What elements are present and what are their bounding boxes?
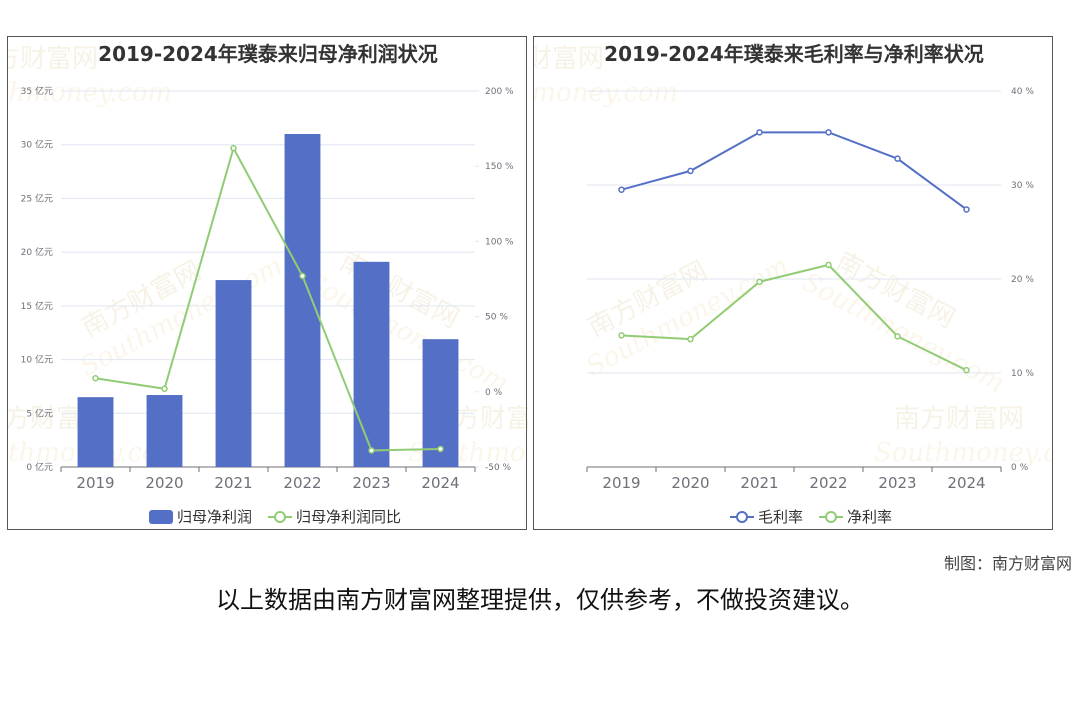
bar-net-profit (422, 339, 459, 467)
net-profit-chart: 南方财富网Southmoney.com南方财富网Southmoney.com南方… (8, 42, 528, 526)
x-tick-label: 2021 (740, 474, 778, 492)
y-right-tick-label: 10 % (1011, 369, 1034, 379)
bar-net-profit (353, 261, 390, 467)
watermark-cn: 南方财富网 (534, 44, 604, 74)
point-net-margin (618, 332, 625, 339)
legend-swatch-marker (736, 511, 748, 523)
point-gross-margin (756, 129, 763, 136)
series-line-yoy (95, 145, 441, 452)
x-tick-label: 2020 (671, 474, 709, 492)
point-yoy (437, 445, 444, 453)
chart-credit: 制图：南方财富网 (943, 554, 1072, 573)
point-net-margin (825, 261, 832, 269)
legend-label: 净利率 (847, 508, 892, 526)
x-tick-label: 2024 (421, 474, 459, 492)
y-right-tick-label: 40 % (1011, 87, 1034, 97)
watermark-en: Southmoney.com (8, 78, 172, 108)
x-tick-label: 2019 (76, 474, 114, 492)
legend-label: 毛利率 (758, 508, 803, 526)
point-gross-margin (687, 167, 694, 175)
y-left-tick-label: 0 亿元 (26, 461, 53, 473)
y-right-tick-label: -50 % (485, 463, 512, 473)
chart-title: 2019-2024年璞泰来归母净利润状况 (98, 42, 438, 66)
y-left-tick-label: 20 亿元 (21, 246, 53, 258)
legend-swatch-bar (149, 510, 173, 524)
point-yoy (161, 385, 168, 393)
point-yoy (92, 375, 99, 382)
watermark-cn: 南方财富网 (8, 44, 98, 74)
margin-chart: 南方财富网Southmoney.com南方财富网Southmoney.com南方… (534, 42, 1054, 526)
y-right-tick-label: 0 % (1011, 463, 1029, 473)
legend-label: 归母净利润 (177, 508, 252, 526)
x-tick-label: 2023 (878, 474, 916, 492)
point-yoy (299, 272, 306, 280)
chart-title: 2019-2024年璞泰来毛利率与净利率状况 (604, 42, 984, 66)
watermark-en: Southmoney.com (534, 78, 678, 108)
watermark: 南方财富网 Southmoney.com (874, 404, 1054, 468)
point-gross-margin (825, 129, 832, 136)
bar-net-profit (146, 395, 183, 467)
legend-swatch-marker (825, 511, 837, 523)
bar-net-profit (77, 397, 114, 467)
y-right-tick-label: 150 % (485, 162, 514, 172)
point-net-margin (894, 333, 901, 340)
watermark: 南方财富网 Southmoney.com (534, 44, 678, 108)
disclaimer-text: 以上数据由南方财富网整理提供，仅供参考，不做投资建议。 (216, 586, 864, 614)
x-tick-label: 2023 (352, 474, 390, 492)
series-line-net-margin (621, 263, 967, 372)
watermark-en: Southmoney.com (874, 438, 1054, 468)
y-right-tick-label: 30 % (1011, 181, 1034, 191)
watermark: 南方财富网 Southmoney.com (8, 44, 172, 108)
y-right-tick-label: 100 % (485, 237, 514, 247)
y-left-tick-label: 30 亿元 (21, 139, 53, 151)
bar-net-profit (284, 133, 321, 467)
point-gross-margin (618, 186, 625, 193)
x-tick-label: 2024 (947, 474, 985, 492)
point-net-margin (687, 335, 694, 343)
x-tick-label: 2021 (214, 474, 252, 492)
point-yoy (368, 447, 375, 454)
x-tick-label: 2022 (283, 474, 321, 492)
point-net-margin (756, 278, 763, 286)
y-right-tick-label: 50 % (485, 313, 508, 323)
y-right-tick-label: 200 % (485, 87, 514, 97)
margin-chart-panel: 南方财富网Southmoney.com南方财富网Southmoney.com南方… (533, 36, 1054, 530)
x-tick-label: 2019 (602, 474, 640, 492)
point-net-margin (963, 366, 970, 374)
y-right-tick-label: 0 % (485, 388, 503, 398)
y-left-tick-label: 5 亿元 (26, 407, 53, 419)
bar-net-profit (215, 280, 252, 467)
x-tick-label: 2022 (809, 474, 847, 492)
y-left-tick-label: 10 亿元 (21, 354, 53, 366)
series-line-gross-margin (621, 131, 968, 211)
y-right-tick-label: 20 % (1011, 275, 1034, 285)
y-left-tick-label: 35 亿元 (21, 85, 53, 97)
y-left-tick-label: 15 亿元 (21, 300, 53, 312)
point-gross-margin (894, 155, 901, 162)
point-yoy (230, 144, 237, 152)
watermark-cn: 南方财富网 (894, 404, 1024, 434)
x-tick-label: 2020 (145, 474, 183, 492)
legend-label: 归母净利润同比 (296, 508, 401, 526)
net-profit-chart-panel: 南方财富网Southmoney.com南方财富网Southmoney.com南方… (7, 36, 528, 530)
point-gross-margin (963, 206, 970, 213)
legend-swatch-marker (274, 511, 286, 523)
y-left-tick-label: 25 亿元 (21, 192, 53, 204)
